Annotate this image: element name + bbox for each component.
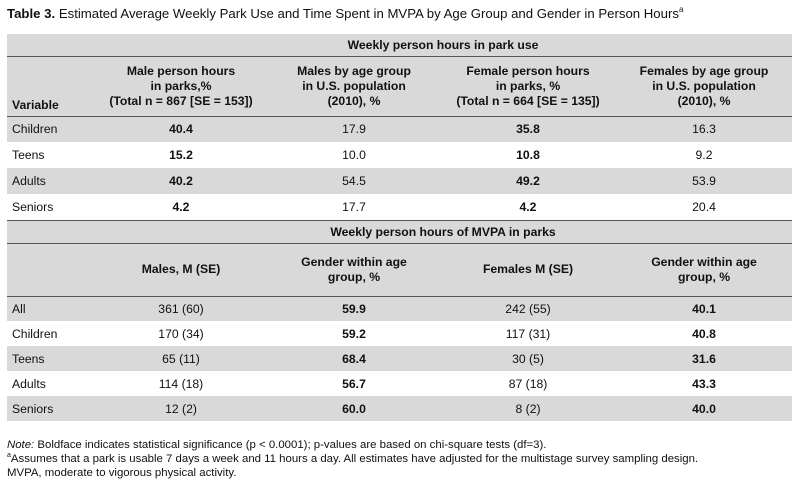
header-male-hours-line1: Male person hours	[126, 63, 236, 78]
footnote-a-mark: a	[7, 452, 11, 459]
header-variable: Variable	[7, 56, 94, 117]
header-female-hours-line2: in parks, %	[495, 78, 561, 93]
cell-males: 170 (34)	[158, 326, 204, 341]
header-gender-f: Gender within age group, %	[616, 243, 793, 297]
header-males-pop-line1: Males by age group	[297, 63, 411, 78]
note-label: Note:	[7, 439, 35, 451]
cell-gender-m: 56.7	[342, 376, 366, 391]
section1-title-row: Weekly person hours in park use	[7, 34, 793, 57]
header-females-pop: Females by age group in U.S. population …	[616, 56, 793, 117]
cell-females-pop: 9.2	[695, 148, 713, 162]
row-label: Children	[7, 116, 94, 142]
table-row: Teens 15.2 10.0 10.8 9.2	[7, 142, 792, 168]
cell-females: 242 (55)	[440, 296, 616, 321]
cell-males-pop: 17.7	[268, 194, 440, 221]
cell-males: 114 (18)	[158, 376, 204, 391]
header-female-hours-line1: Female person hours	[466, 63, 590, 78]
cell-gender-f: 40.8	[692, 326, 716, 341]
header-males-pop: Males by age group in U.S. population (2…	[268, 56, 440, 117]
cell-gender-m: 60.0	[268, 396, 440, 421]
table-title: Estimated Average Weekly Park Use and Ti…	[58, 6, 679, 21]
cell-males: 361 (60)	[94, 296, 268, 321]
table-row: Children 170 (34) 59.2 117 (31) 40.8	[7, 321, 792, 346]
header-males-pop-line3: (2010), %	[327, 93, 381, 108]
header-male-hours: Male person hours in parks,% (Total n = …	[94, 56, 268, 117]
cell-gender-m: 59.2	[342, 326, 366, 341]
cell-females: 87 (18)	[508, 376, 548, 391]
row-label: Adults	[12, 376, 46, 391]
row-label: Seniors	[7, 194, 94, 221]
table-notes: Note: Boldface indicates statistical sig…	[7, 438, 797, 480]
header-gender-f-line2: group, %	[677, 269, 731, 284]
section1-title: Weekly person hours in park use	[94, 34, 793, 57]
header-males-pop-line2: in U.S. population	[302, 78, 406, 93]
footnote-a: aAssumes that a park is usable 7 days a …	[7, 452, 797, 466]
row-label: Children	[12, 326, 58, 341]
cell-male-hours: 40.4	[94, 116, 268, 142]
section1-header-row: Variable Male person hours in parks,% (T…	[7, 56, 793, 117]
row-label: Teens	[12, 148, 45, 162]
section2-header-row: Males, M (SE) Gender within age group, %…	[7, 243, 793, 297]
cell-gender-m: 59.9	[268, 296, 440, 321]
header-male-hours-line3: (Total n = 867 [SE = 153])	[109, 93, 253, 108]
header-females-pop-line3: (2010), %	[677, 93, 731, 108]
table-row: Adults 114 (18) 56.7 87 (18) 43.3	[7, 371, 792, 396]
table-row: Adults 40.2 54.5 49.2 53.9	[7, 168, 793, 194]
cell-females: 30 (5)	[440, 346, 616, 371]
header-females-pop-line1: Females by age group	[639, 63, 769, 78]
caption-footnote-mark: a	[678, 5, 684, 14]
significance-note: Note: Boldface indicates statistical sig…	[7, 438, 797, 452]
cell-males: 65 (11)	[94, 346, 268, 371]
cell-males: 12 (2)	[94, 396, 268, 421]
row-label: Seniors	[7, 396, 94, 421]
cell-gender-f: 43.3	[692, 376, 716, 391]
header-males: Males, M (SE)	[94, 243, 268, 297]
cell-females: 8 (2)	[440, 396, 616, 421]
note-text: Boldface indicates statistical significa…	[37, 439, 547, 451]
cell-male-hours: 40.2	[94, 168, 268, 194]
cell-females-pop: 53.9	[616, 168, 793, 194]
table-row: Teens 65 (11) 68.4 30 (5) 31.6	[7, 346, 793, 371]
cell-gender-f: 40.0	[616, 396, 793, 421]
header-female-hours-line3: (Total n = 664 [SE = 135])	[456, 93, 600, 108]
header-females-pop-line2: in U.S. population	[652, 78, 756, 93]
header-female-hours: Female person hours in parks, % (Total n…	[440, 56, 616, 117]
row-label: Teens	[7, 346, 94, 371]
cell-male-hours: 15.2	[169, 148, 193, 162]
cell-gender-m: 68.4	[268, 346, 440, 371]
header-gender-m: Gender within age group, %	[268, 243, 440, 297]
footnote-a-text: Assumes that a park is usable 7 days a w…	[10, 453, 699, 465]
section2-title-row: Weekly person hours of MVPA in parks	[7, 220, 793, 244]
cell-females-pop: 20.4	[616, 194, 793, 221]
cell-gender-f: 40.1	[616, 296, 793, 321]
cell-males-pop: 17.9	[268, 116, 440, 142]
header-gender-m-line1: Gender within age	[301, 254, 407, 269]
table-row: Children 40.4 17.9 35.8 16.3	[7, 116, 793, 142]
cell-female-hours: 4.2	[440, 194, 616, 221]
cell-female-hours: 35.8	[440, 116, 616, 142]
abbreviation-note: MVPA, moderate to vigorous physical acti…	[7, 467, 237, 479]
table-row: All 361 (60) 59.9 242 (55) 40.1	[7, 296, 793, 321]
header-females: Females M (SE)	[440, 243, 616, 297]
cell-gender-f: 31.6	[616, 346, 793, 371]
cell-female-hours: 10.8	[516, 148, 540, 162]
header-gender-m-line2: group, %	[327, 269, 381, 284]
data-table: Weekly person hours in park use Variable…	[7, 34, 793, 421]
row-label: All	[7, 296, 94, 321]
cell-females: 117 (31)	[505, 326, 551, 341]
header-male-hours-line2: in parks,%	[150, 78, 212, 93]
table-row: Seniors 4.2 17.7 4.2 20.4	[7, 194, 793, 221]
section2-title: Weekly person hours of MVPA in parks	[94, 220, 793, 244]
table-caption: Table 3. Estimated Average Weekly Park U…	[7, 5, 797, 23]
cell-males-pop: 54.5	[268, 168, 440, 194]
header-gender-f-line1: Gender within age	[651, 254, 757, 269]
table-row: Seniors 12 (2) 60.0 8 (2) 40.0	[7, 396, 793, 421]
cell-males-pop: 10.0	[342, 148, 366, 162]
cell-females-pop: 16.3	[616, 116, 793, 142]
cell-male-hours: 4.2	[94, 194, 268, 221]
row-label: Adults	[7, 168, 94, 194]
table-label: Table 3.	[7, 6, 56, 21]
cell-female-hours: 49.2	[440, 168, 616, 194]
